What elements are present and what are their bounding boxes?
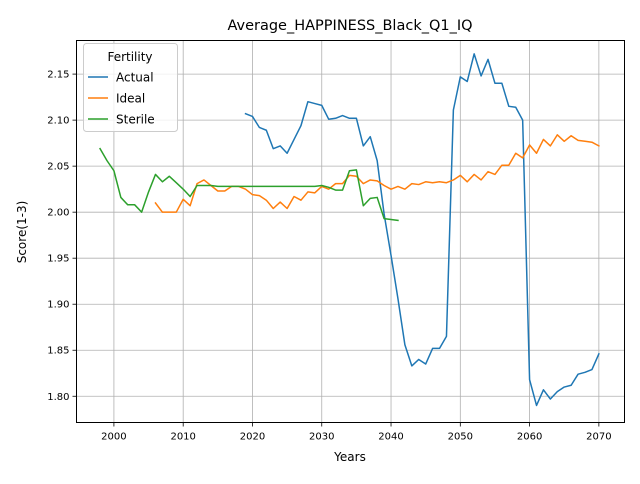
y-tick-label: 1.95: [47, 254, 69, 265]
x-tick-label: 2070: [586, 432, 611, 443]
x-tick-label: 2030: [309, 432, 334, 443]
x-tick-label: 2000: [101, 432, 126, 443]
y-tick-label: 2.05: [47, 162, 69, 173]
series-lines: [99, 53, 600, 407]
x-axis: 2000 2010 2020 2030 2040 2050 2060 2070: [101, 422, 612, 443]
x-axis-label: Years: [333, 450, 366, 464]
y-tick-label: 1.85: [47, 346, 69, 357]
chart-title: Average_HAPPINESS_Black_Q1_IQ: [227, 18, 472, 34]
y-tick-label: 1.80: [47, 392, 69, 403]
legend-label-sterile: Sterile: [116, 113, 155, 127]
y-tick-label: 2.15: [47, 70, 69, 81]
legend-entries: Actual Ideal Sterile: [88, 71, 155, 127]
y-tick-label: 2.10: [47, 116, 69, 127]
y-tick-label: 1.90: [47, 300, 69, 311]
series-line-ideal: [154, 134, 600, 213]
x-tick-label: 2050: [448, 432, 473, 443]
series-line-sterile: [99, 147, 399, 222]
series-line-actual: [244, 53, 600, 407]
plot-frame: [76, 40, 625, 423]
legend-label-ideal: Ideal: [116, 92, 145, 106]
x-tick-label: 2020: [240, 432, 265, 443]
x-tick-label: 2010: [170, 432, 195, 443]
x-tick-label: 2060: [517, 432, 542, 443]
y-axis-label: Score(1-3): [15, 201, 29, 264]
legend-box: [83, 43, 178, 132]
legend: Fertility Actual Ideal Sterile: [83, 43, 178, 132]
y-tick-label: 2.00: [47, 208, 69, 219]
grid-lines: [76, 40, 625, 423]
x-tick-label: 2040: [378, 432, 403, 443]
legend-label-actual: Actual: [116, 71, 154, 85]
legend-title: Fertility: [107, 50, 152, 64]
y-axis: 1.80 1.85 1.90 1.95 2.00 2.05 2.10 2.15: [47, 70, 77, 403]
